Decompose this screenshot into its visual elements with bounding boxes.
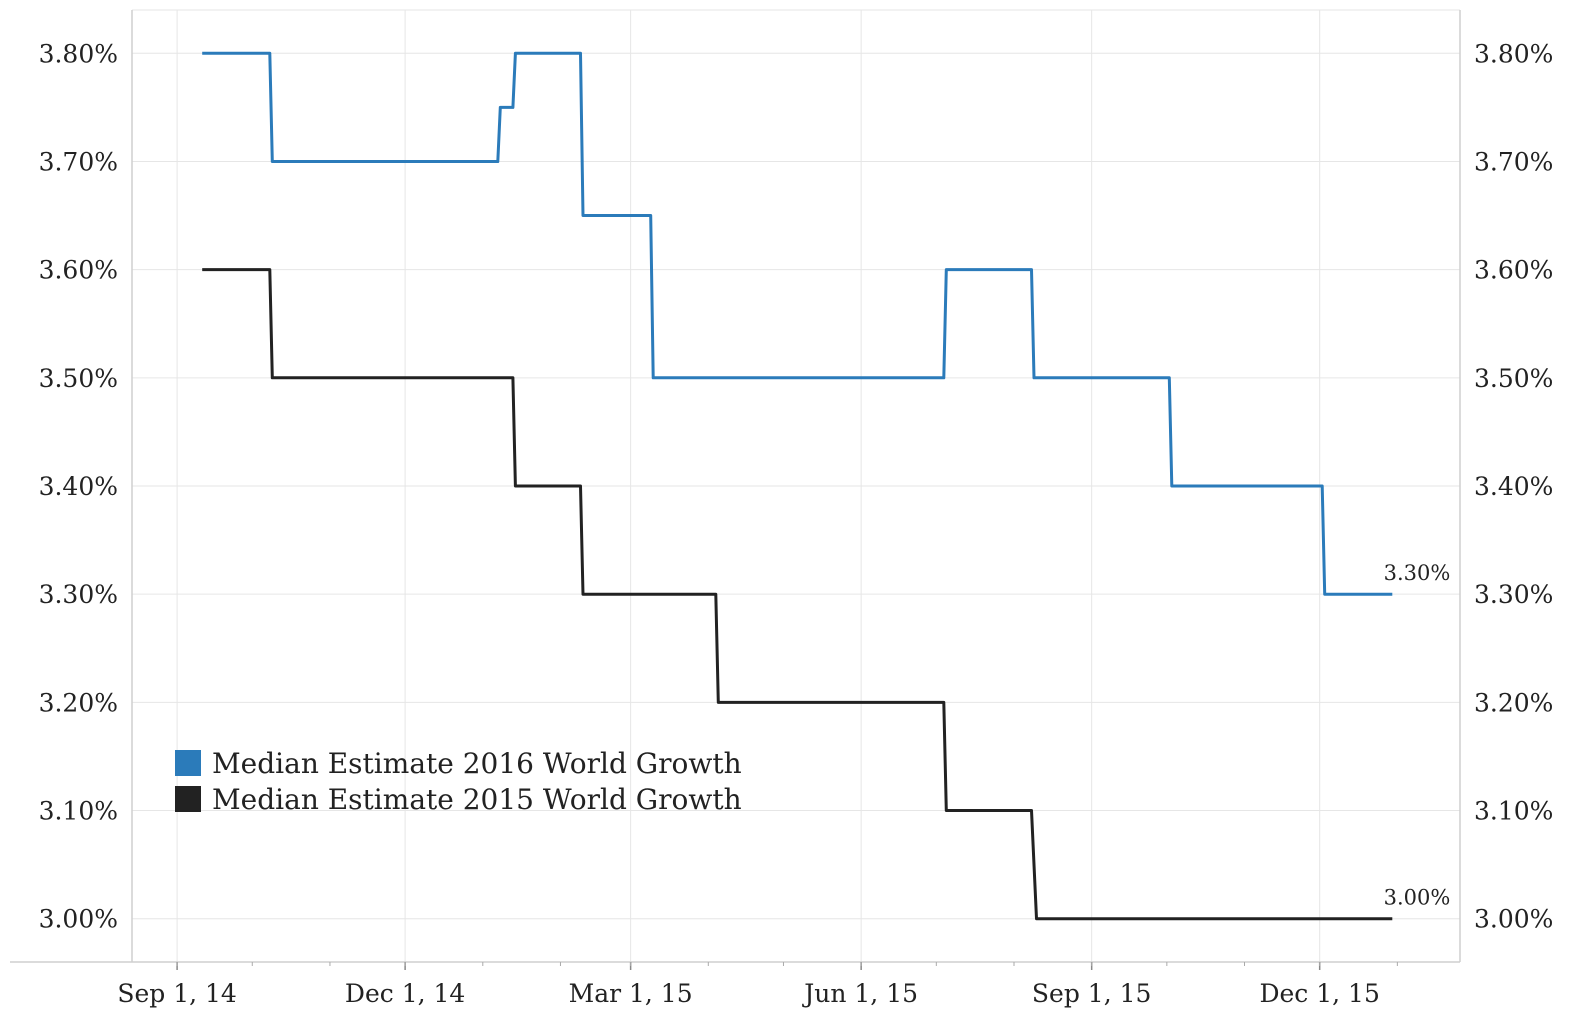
- y-tick-label-left: 3.70%: [39, 147, 118, 176]
- y-tick-label-left: 3.50%: [39, 364, 118, 393]
- legend-label: Median Estimate 2016 World Growth: [212, 747, 742, 780]
- legend-swatch: [175, 750, 201, 776]
- x-tick-label: Sep 1, 14: [117, 979, 236, 1008]
- y-axis-left-ticks: 3.00% 3.10% 3.20% 3.30% 3.40% 3.50% 3.60% 3.70%…: [39, 39, 118, 933]
- y-tick-label-right: 3.30%: [1474, 580, 1553, 609]
- legend: Median Estimate 2016 World GrowthMedian …: [175, 747, 742, 816]
- y-tick-label-left: 3.60%: [39, 256, 118, 285]
- legend-swatch: [175, 786, 201, 812]
- y-tick-label-left: 3.20%: [39, 688, 118, 717]
- series-line-2015: [202, 268, 1393, 921]
- y-tick-label-right: 3.40%: [1474, 472, 1553, 501]
- y-tick-label-right: 3.00%: [1474, 905, 1553, 934]
- end-value-label: 3.30%: [1384, 561, 1451, 585]
- y-tick-label-left: 3.00%: [39, 905, 118, 934]
- legend-label: Median Estimate 2015 World Growth: [212, 783, 742, 816]
- y-tick-label-left: 3.40%: [39, 472, 118, 501]
- y-tick-label-right: 3.20%: [1474, 688, 1553, 717]
- y-tick-label-right: 3.10%: [1474, 797, 1553, 826]
- y-tick-label-left: 3.30%: [39, 580, 118, 609]
- x-tick-label: Mar 1, 15: [569, 979, 693, 1008]
- x-tick-label: Dec 1, 14: [345, 979, 465, 1008]
- y-tick-label-left: 3.80%: [39, 39, 118, 68]
- x-axis-ticks: Sep 1, 14 Dec 1, 14 Mar 1, 15 Jun 1, 15 Sep …: [117, 962, 1398, 1008]
- y-axis-right-ticks: 3.00% 3.10% 3.20% 3.30% 3.40% 3.50% 3.60% 3.70%…: [1474, 39, 1553, 933]
- series-line-2016: [202, 51, 1393, 596]
- y-tick-label-right: 3.80%: [1474, 39, 1553, 68]
- axes: [10, 9, 1461, 963]
- series-lines: [202, 51, 1393, 921]
- y-tick-label-left: 3.10%: [39, 797, 118, 826]
- end-value-label: 3.00%: [1384, 886, 1451, 910]
- x-tick-label: Jun 1, 15: [801, 979, 918, 1008]
- x-tick-label: Sep 1, 15: [1032, 979, 1151, 1008]
- y-tick-label-right: 3.50%: [1474, 364, 1553, 393]
- y-tick-label-right: 3.60%: [1474, 256, 1553, 285]
- y-tick-label-right: 3.70%: [1474, 147, 1553, 176]
- x-tick-label: Dec 1, 15: [1259, 979, 1379, 1008]
- end-labels: 3.30% 3.00%: [1384, 561, 1451, 910]
